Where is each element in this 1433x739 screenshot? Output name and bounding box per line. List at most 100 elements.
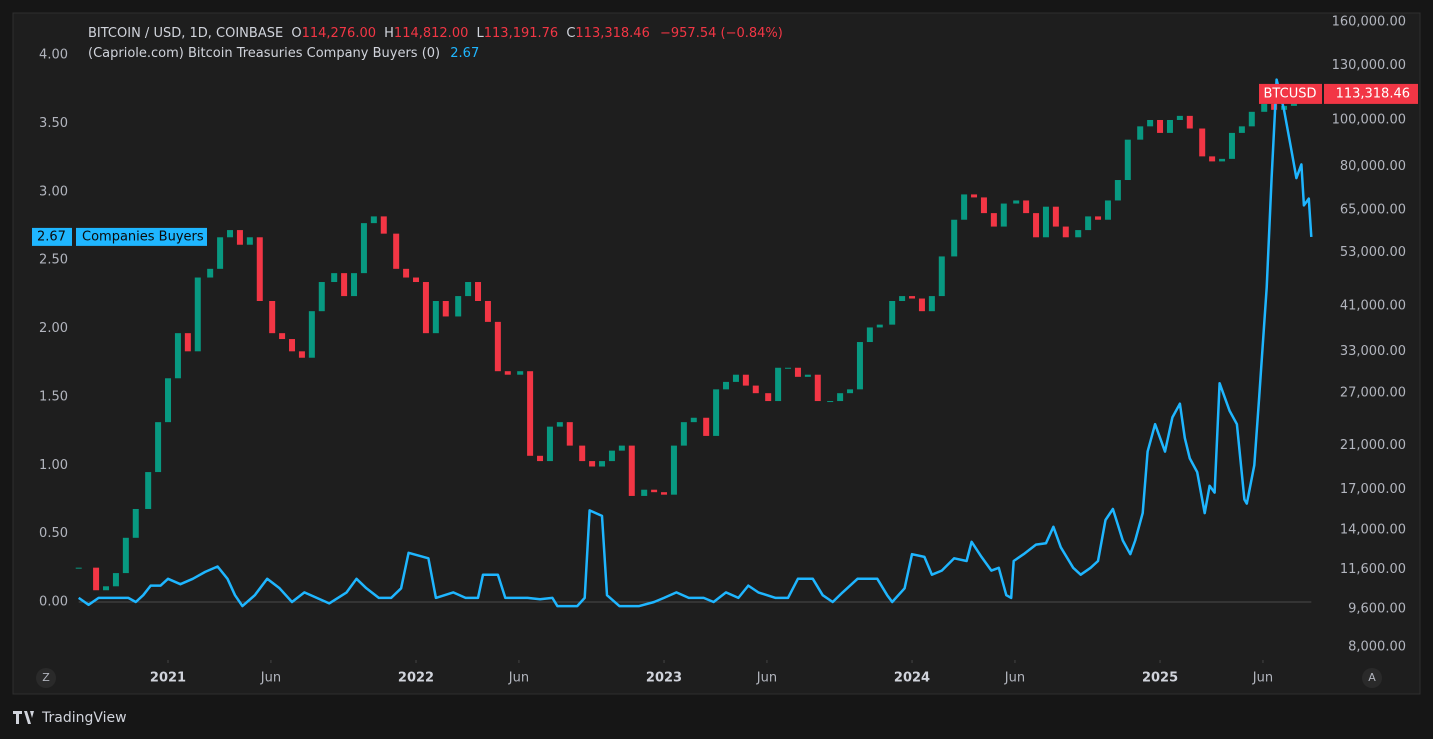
x-tick-label: Jun bbox=[508, 671, 529, 686]
candle bbox=[93, 567, 100, 591]
candle bbox=[112, 573, 119, 587]
candle bbox=[122, 537, 129, 574]
candle bbox=[1000, 203, 1007, 227]
candle bbox=[207, 268, 214, 278]
candle bbox=[990, 213, 997, 227]
y2-tick-label: 27,000.00 bbox=[1340, 386, 1406, 401]
candle bbox=[918, 298, 925, 312]
candle bbox=[132, 508, 139, 538]
price-tag-value: 113,318.46 bbox=[1336, 86, 1410, 101]
candle bbox=[961, 194, 968, 220]
button-label[interactable]: Z bbox=[42, 671, 50, 684]
x-tick-label: Jun bbox=[260, 671, 281, 686]
candle bbox=[351, 273, 358, 297]
brand-logo bbox=[13, 711, 34, 724]
candle bbox=[723, 381, 730, 390]
candle bbox=[566, 422, 573, 446]
y2-tick-label: 65,000.00 bbox=[1340, 202, 1406, 217]
candle bbox=[279, 333, 286, 340]
candle bbox=[1199, 128, 1206, 157]
value-tag bbox=[32, 227, 72, 246]
y2-tick-label: 17,000.00 bbox=[1340, 482, 1406, 497]
candle bbox=[889, 300, 896, 325]
candle bbox=[951, 219, 958, 257]
candle bbox=[360, 223, 367, 274]
candle bbox=[775, 367, 782, 402]
candle bbox=[752, 385, 759, 394]
candle bbox=[1033, 213, 1040, 238]
indicator-name: (Capriole.com) Bitcoin Treasuries Compan… bbox=[88, 46, 440, 61]
x-tick-label: Jun bbox=[756, 671, 777, 686]
button-label[interactable]: A bbox=[1368, 671, 1376, 684]
chart-panel bbox=[12, 12, 1421, 695]
candle bbox=[1013, 200, 1020, 204]
candle bbox=[608, 450, 615, 462]
candle bbox=[1147, 119, 1154, 127]
candle bbox=[579, 445, 586, 462]
candle bbox=[1104, 200, 1111, 220]
candle bbox=[422, 282, 429, 334]
y-tick-label: 0.50 bbox=[39, 526, 68, 541]
candle bbox=[289, 339, 296, 352]
candle bbox=[537, 455, 544, 462]
y2-tick-label: 100,000.00 bbox=[1332, 112, 1406, 127]
candle bbox=[876, 324, 883, 328]
brand[interactable]: TradingView bbox=[13, 710, 127, 726]
candle bbox=[1176, 115, 1183, 120]
candle bbox=[785, 367, 792, 369]
y2-tick-label: 130,000.00 bbox=[1332, 58, 1406, 73]
candle bbox=[827, 401, 834, 403]
indicator-value: 2.67 bbox=[450, 46, 479, 61]
candle bbox=[690, 417, 697, 423]
candle bbox=[680, 422, 687, 446]
candle bbox=[1114, 180, 1121, 201]
candle bbox=[1095, 216, 1102, 220]
candle bbox=[765, 393, 772, 402]
candle bbox=[1261, 103, 1268, 112]
candle bbox=[556, 422, 563, 427]
candle bbox=[75, 567, 82, 569]
candle bbox=[1023, 200, 1030, 214]
y-tick-label: 2.50 bbox=[39, 253, 68, 268]
y2-tick-label: 8,000.00 bbox=[1348, 639, 1406, 654]
candle bbox=[403, 268, 410, 278]
button[interactable] bbox=[36, 668, 56, 688]
candle bbox=[331, 273, 338, 283]
candle bbox=[847, 389, 854, 394]
candle bbox=[618, 445, 625, 451]
candle bbox=[484, 300, 491, 322]
candle bbox=[670, 445, 677, 495]
candle bbox=[465, 282, 472, 297]
candle bbox=[165, 378, 172, 423]
candle bbox=[1062, 226, 1069, 238]
candle bbox=[494, 321, 501, 372]
candle bbox=[517, 371, 524, 375]
y2-tick-label: 80,000.00 bbox=[1340, 159, 1406, 174]
y-tick-label: 3.50 bbox=[39, 116, 68, 131]
candle bbox=[938, 256, 945, 297]
y-tick-label: 2.00 bbox=[39, 321, 68, 336]
brand-name[interactable]: TradingView bbox=[41, 710, 127, 726]
series-line bbox=[77, 78, 1313, 608]
price-tag bbox=[1324, 83, 1418, 104]
candle bbox=[814, 374, 821, 402]
value-tag-value: 2.67 bbox=[37, 229, 66, 244]
candle bbox=[1157, 119, 1164, 133]
y-tick-label: 1.00 bbox=[39, 458, 68, 473]
candle bbox=[308, 311, 315, 358]
x-tick-label: 2023 bbox=[646, 671, 682, 686]
y2-tick-label: 53,000.00 bbox=[1340, 245, 1406, 260]
x-tick-label: 2024 bbox=[894, 671, 930, 686]
x-tick-label: 2025 bbox=[1142, 671, 1178, 686]
candle bbox=[475, 282, 482, 301]
candle bbox=[298, 351, 305, 358]
candle bbox=[269, 300, 276, 334]
y-tick-label: 4.00 bbox=[39, 48, 68, 63]
candle bbox=[1166, 119, 1173, 133]
candle bbox=[155, 422, 162, 473]
ohlc-key: L bbox=[477, 26, 485, 41]
candle bbox=[794, 367, 801, 377]
button[interactable] bbox=[1362, 668, 1382, 688]
y2-tick-label: 33,000.00 bbox=[1340, 344, 1406, 359]
